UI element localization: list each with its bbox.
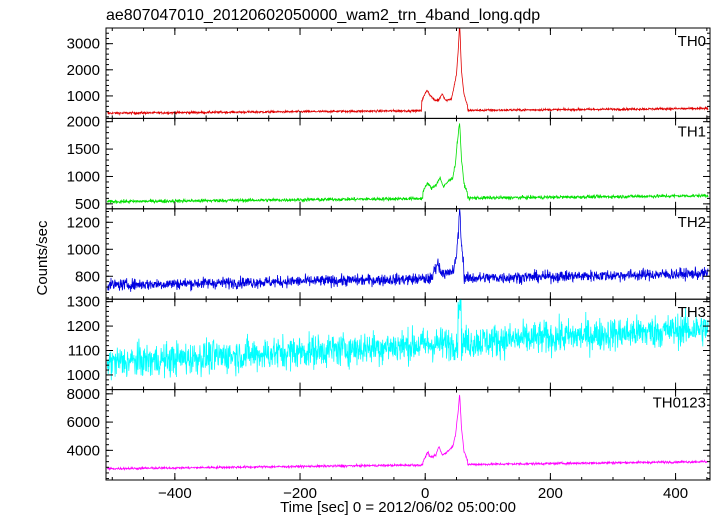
y-tick-label: 1200 (67, 214, 100, 231)
y-tick-label: 6000 (67, 414, 100, 431)
lightcurve-th0 (107, 28, 709, 117)
lightcurve-th0123 (106, 394, 709, 472)
y-tick-label: 1200 (67, 318, 100, 335)
panel-frame (105, 27, 711, 119)
x-tick-label: 0 (421, 485, 429, 502)
y-tick-label: 1000 (67, 241, 100, 258)
y-tick-label: 1300 (67, 294, 100, 311)
lightcurve-th3 (106, 299, 709, 381)
y-tick-label: 3000 (67, 36, 100, 53)
y-tick-label: 1500 (67, 141, 100, 158)
y-tick-label: 500 (75, 196, 100, 213)
x-tick-label: −200 (283, 485, 317, 502)
panel-th1: 500 1000 1500 2000 TH1 (67, 114, 711, 213)
x-tick-label: −400 (158, 485, 192, 502)
panel-th3: 1000 1100 1200 1300 TH3 (67, 294, 711, 391)
panel-frame (105, 389, 711, 481)
panel-th0: 1000 2000 3000 TH0 (67, 27, 711, 119)
panel-th0123: 4000 6000 8000 TH0123 −400 −200 0 200 400 (67, 386, 711, 502)
panel-label-th1: TH1 (678, 123, 706, 140)
lightcurve-th1 (106, 123, 709, 205)
y-tick-label: 1100 (68, 343, 100, 360)
y-tick-label: 1000 (67, 367, 100, 384)
y-tick-label: 800 (75, 268, 100, 285)
panel-label-th0: TH0 (678, 33, 706, 50)
y-axis-label: Counts/sec (34, 220, 51, 296)
x-tick-label: 400 (663, 485, 688, 502)
y-tick-label: 2000 (67, 62, 100, 79)
panel-th2: 800 1000 1200 TH2 (67, 208, 711, 300)
y-tick-label: 8000 (67, 386, 100, 403)
panel-frame (105, 117, 711, 210)
panel-label-th3: TH3 (678, 304, 706, 321)
x-tick-label: 200 (538, 485, 563, 502)
panel-frame (105, 208, 711, 300)
y-tick-label: 2000 (67, 114, 100, 131)
y-tick-label: 4000 (67, 442, 100, 459)
y-tick-label: 1000 (67, 88, 100, 105)
panel-label-th2: TH2 (678, 214, 706, 231)
y-tick-label: 1000 (67, 168, 100, 185)
chart-title: ae807047010_20120602050000_wam2_trn_4ban… (106, 7, 540, 24)
lightcurve-th2 (106, 208, 709, 292)
x-axis-label: Time [sec] 0 = 2012/06/02 05:00:00 (280, 499, 516, 516)
panel-label-th0123: TH0123 (653, 395, 706, 412)
